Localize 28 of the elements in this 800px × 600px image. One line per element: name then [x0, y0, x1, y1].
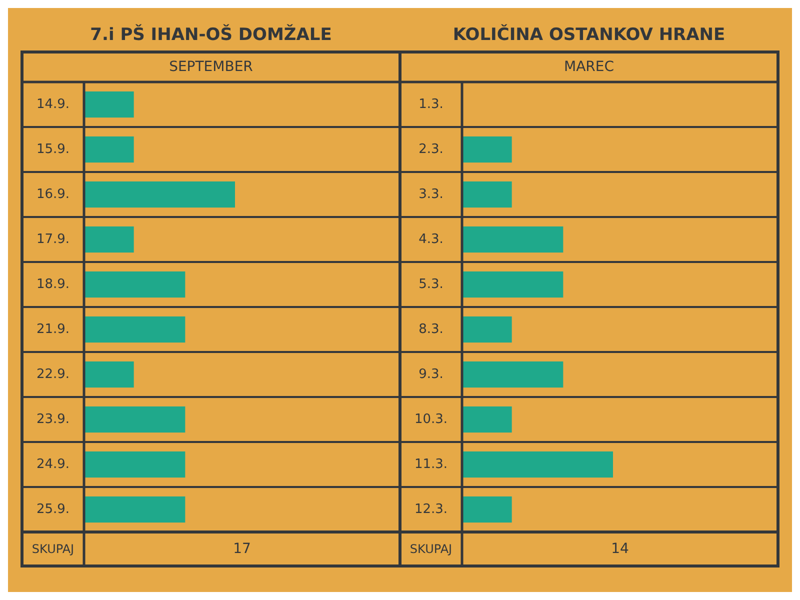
- y-tick-label: 17.9.: [36, 232, 70, 247]
- annotation: 14: [611, 541, 629, 557]
- y-tick-label: 9.3.: [418, 367, 444, 382]
- annotation: 17: [233, 541, 251, 557]
- y-tick-label: 5.3.: [418, 277, 444, 292]
- y-tick-label: 25.9.: [36, 502, 70, 517]
- chart-subtitle: SEPTEMBER: [169, 59, 254, 75]
- chart-subtitle: MAREC: [564, 59, 614, 75]
- text: SKUPAJ: [410, 542, 452, 556]
- y-tick-label: 14.9.: [36, 97, 70, 112]
- y-tick-label: 2.3.: [418, 142, 444, 157]
- y-tick-label: 10.3.: [414, 412, 448, 427]
- chart-title: 7.i PŠ IHAN-OŠ DOMŽALE: [90, 24, 332, 45]
- y-tick-label: 21.9.: [36, 322, 70, 337]
- y-tick-label: 1.3.: [418, 97, 444, 112]
- y-tick-label: 11.3.: [414, 457, 448, 472]
- y-tick-label: 24.9.: [36, 457, 70, 472]
- y-tick-label: 12.3.: [414, 502, 448, 517]
- text: SKUPAJ: [32, 542, 74, 556]
- y-tick-label: 3.3.: [418, 187, 444, 202]
- y-tick-label: 23.9.: [36, 412, 70, 427]
- y-tick-label: 18.9.: [36, 277, 70, 292]
- y-tick-label: 15.9.: [36, 142, 70, 157]
- y-tick-label: 4.3.: [418, 232, 444, 247]
- y-tick-label: 16.9.: [36, 187, 70, 202]
- y-tick-label: 22.9.: [36, 367, 70, 382]
- chart-title: KOLIČINA OSTANKOV HRANE: [452, 24, 726, 45]
- y-tick-label: 8.3.: [418, 322, 444, 337]
